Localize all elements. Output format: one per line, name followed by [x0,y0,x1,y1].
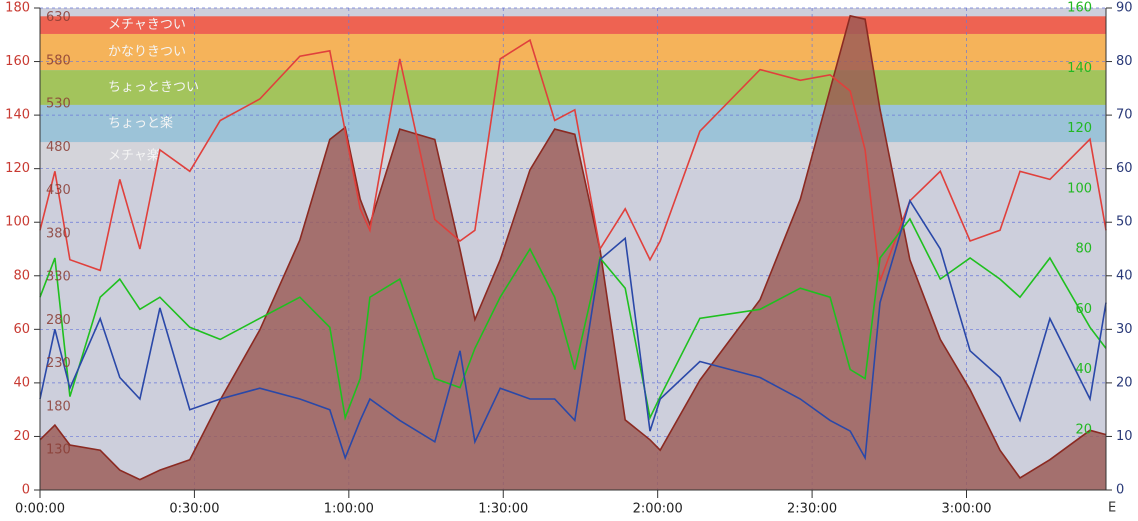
zone-band [40,16,1106,34]
y4-tick-label: 330 [46,270,71,285]
y3-tick-label: 20 [1075,422,1092,437]
y4-tick-label: 480 [46,140,71,155]
x-tick-label: 1:00:00 [324,502,374,517]
y3-tick-label: 160 [1067,1,1092,16]
y2-tick-label: 90 [1116,1,1133,16]
zone-label: ちょっときつい [108,80,199,95]
y2-tick-label: 40 [1116,268,1133,283]
x-tick-label: 0:30:00 [169,502,219,517]
x-tick-label: 3:00:00 [941,502,991,517]
corner-label: E [1108,501,1116,516]
x-tick-label: 0:00:00 [15,502,65,517]
y4-tick-label: 280 [46,313,71,328]
y-tick-label: 120 [5,161,30,176]
y4-tick-label: 430 [46,183,71,198]
zone-band [40,33,1106,71]
y4-tick-label: 180 [46,399,71,414]
zone-label: メチャ楽 [108,148,160,164]
y3-tick-label: 140 [1067,61,1092,76]
y2-tick-label: 20 [1116,375,1133,390]
y-tick-label: 0 [22,483,30,498]
zone-label: ちょっと楽 [108,115,173,131]
y-tick-label: 180 [5,1,30,16]
y2-tick-label: 30 [1116,322,1133,337]
series-line [39,14,1107,481]
y2-tick-label: 80 [1116,54,1133,69]
y-tick-label: 100 [5,215,30,230]
elevation-area [40,15,1106,491]
y2-tick-label: 10 [1116,429,1133,444]
y2-tick-label: 70 [1116,108,1133,123]
y4-tick-label: 130 [46,443,71,458]
y-tick-label: 160 [5,54,30,69]
y-tick-label: 20 [13,429,30,444]
series-line [39,38,1107,282]
y4-tick-label: 230 [46,356,71,371]
y4-tick-label: 530 [46,97,71,112]
y3-tick-label: 60 [1075,302,1092,317]
y-tick-label: 80 [13,268,30,283]
y-tick-label: 60 [13,322,30,337]
y3-tick-label: 40 [1075,362,1092,377]
x-tick-label: 2:00:00 [633,502,683,517]
y2-tick-label: 50 [1116,215,1133,230]
x-tick-label: 1:30:00 [478,502,528,517]
y4-tick-label: 630 [46,10,71,25]
y3-tick-label: 120 [1067,121,1092,136]
zone-band [40,70,1106,105]
y3-tick-label: 80 [1075,242,1092,257]
y-tick-label: 140 [5,108,30,123]
x-tick-label: 2:30:00 [787,502,837,517]
y2-tick-label: 60 [1116,161,1133,176]
y4-tick-label: 580 [46,53,71,68]
y4-tick-label: 380 [46,226,71,241]
y-tick-label: 40 [13,375,30,390]
y3-tick-label: 100 [1067,181,1092,196]
zone-label: メチャきつい [108,18,186,33]
zone-label: かなりきつい [108,45,186,60]
series-line [39,217,1107,421]
series-line [39,198,1107,461]
y2-tick-label: 0 [1116,483,1124,498]
